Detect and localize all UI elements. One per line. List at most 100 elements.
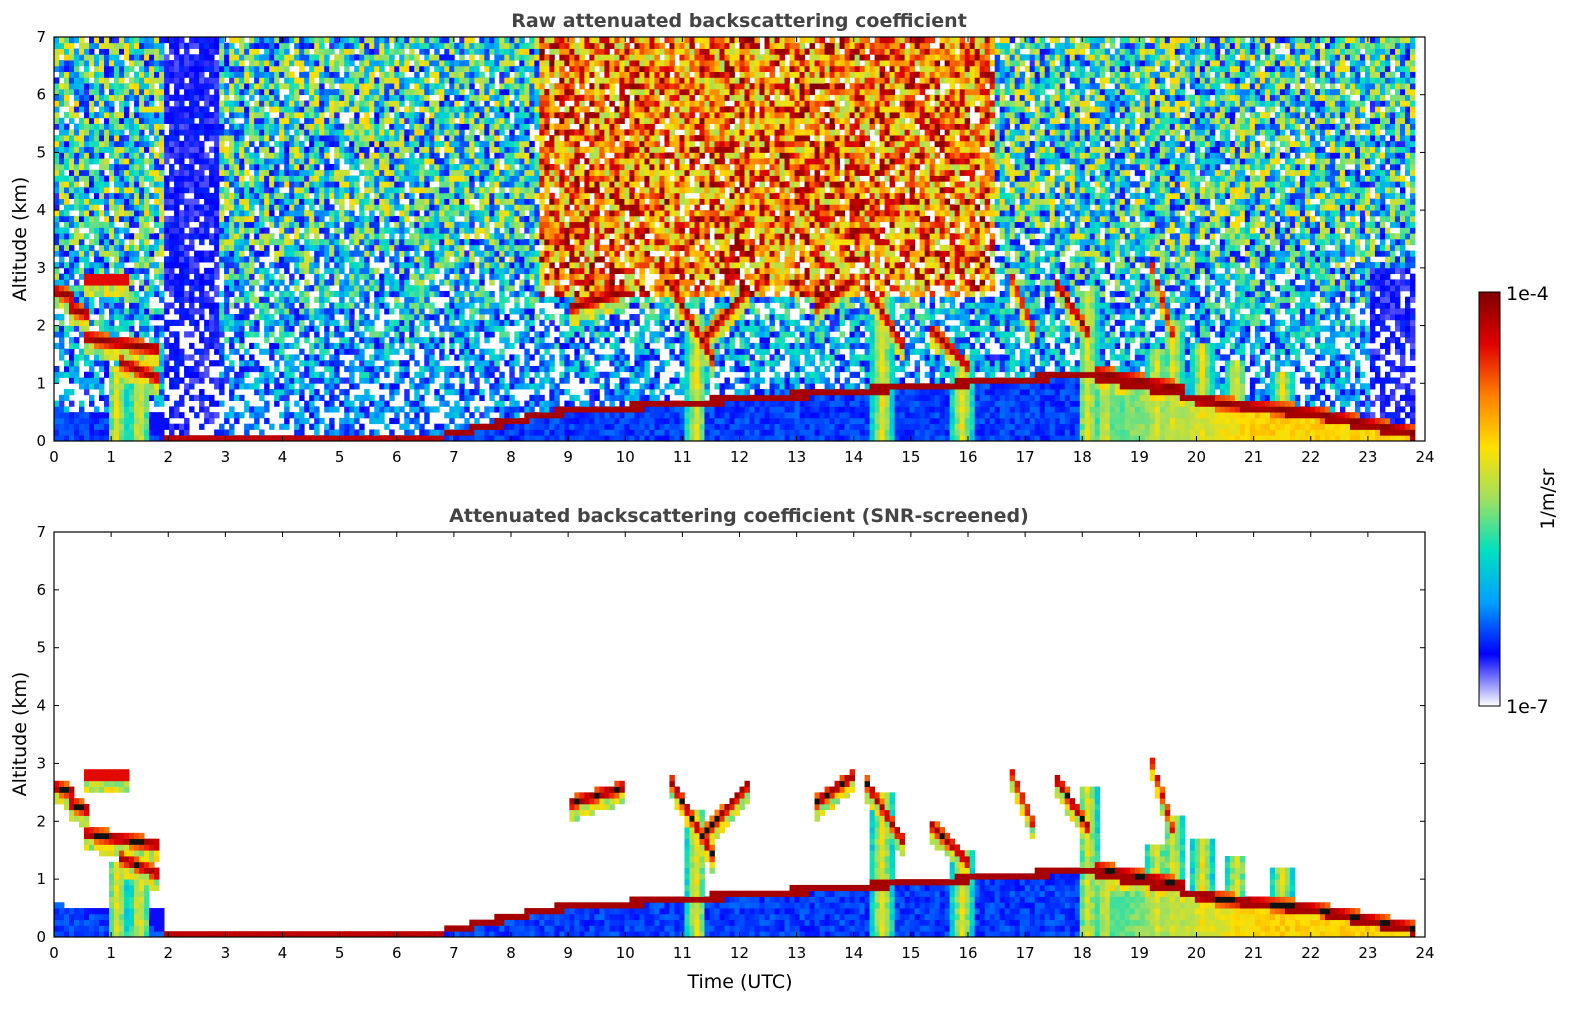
heatmap-cell xyxy=(54,377,60,384)
heatmap-cell xyxy=(179,42,185,49)
heatmap-cell xyxy=(329,169,335,176)
heatmap-cell xyxy=(309,100,315,107)
heatmap-cell xyxy=(424,412,430,419)
heatmap-cell xyxy=(394,290,400,298)
heatmap-cell xyxy=(184,256,190,263)
heatmap-cell xyxy=(259,221,265,228)
heatmap-cell xyxy=(309,60,315,67)
heatmap-cell xyxy=(174,158,180,165)
heatmap-cell xyxy=(129,314,135,321)
heatmap-cell xyxy=(169,169,175,176)
heatmap-cell xyxy=(144,285,150,292)
heatmap-cell xyxy=(124,371,130,378)
heatmap-cell xyxy=(394,412,400,419)
heatmap-cell xyxy=(269,290,275,298)
heatmap-cell xyxy=(474,377,480,384)
heatmap-cell xyxy=(159,192,165,199)
heatmap-cell xyxy=(334,394,340,401)
heatmap-cell xyxy=(69,267,75,275)
heatmap-cell xyxy=(419,377,425,384)
heatmap-cell xyxy=(474,325,480,332)
heatmap-cell xyxy=(234,319,240,326)
heatmap-cell xyxy=(199,117,205,124)
heatmap-cell xyxy=(134,360,140,367)
heatmap-cell xyxy=(269,175,275,182)
heatmap-cell xyxy=(114,360,120,367)
heatmap-cell xyxy=(404,227,410,234)
heatmap-cell xyxy=(384,435,390,441)
heatmap-cell xyxy=(124,169,130,176)
heatmap-cell xyxy=(199,158,205,165)
heatmap-cell xyxy=(214,377,220,384)
heatmap-cell xyxy=(224,302,230,309)
heatmap-cell xyxy=(169,37,175,44)
heatmap-cell xyxy=(359,360,365,367)
heatmap-cell xyxy=(114,88,120,96)
heatmap-cell xyxy=(219,342,225,350)
heatmap-cell xyxy=(379,273,385,280)
heatmap-cell xyxy=(474,360,480,367)
heatmap-cell xyxy=(134,77,140,84)
heatmap-cell xyxy=(89,394,95,401)
heatmap-cell xyxy=(349,290,355,298)
heatmap-cell xyxy=(414,123,420,130)
heatmap-cell xyxy=(464,239,470,246)
heatmap-cell xyxy=(89,342,95,350)
heatmap-cell xyxy=(59,94,65,101)
heatmap-cell xyxy=(159,60,165,67)
heatmap-cell xyxy=(309,394,315,401)
heatmap-cell xyxy=(289,100,295,107)
heatmap-cell xyxy=(364,302,370,309)
heatmap-cell xyxy=(154,354,160,361)
heatmap-cell xyxy=(59,348,65,355)
heatmap-cell xyxy=(199,140,205,148)
heatmap-cell xyxy=(204,175,210,182)
heatmap-cell xyxy=(184,94,190,101)
heatmap-cell xyxy=(249,210,255,217)
heatmap-cell xyxy=(319,129,325,136)
heatmap-cell xyxy=(449,296,455,303)
heatmap-cell xyxy=(344,210,350,217)
heatmap-cell xyxy=(334,365,340,373)
heatmap-cell xyxy=(299,331,305,338)
heatmap-cell xyxy=(479,140,485,148)
heatmap-cell xyxy=(359,94,365,101)
heatmap-cell xyxy=(239,244,245,251)
heatmap-cell xyxy=(249,123,255,130)
heatmap-cell xyxy=(214,187,220,194)
heatmap-cell xyxy=(99,112,105,119)
heatmap-cell xyxy=(284,192,290,199)
heatmap-cell xyxy=(84,210,90,217)
heatmap-cell xyxy=(199,279,205,286)
heatmap-cell xyxy=(309,123,315,130)
heatmap-cell xyxy=(424,267,430,275)
heatmap-cell xyxy=(449,331,455,338)
heatmap-cell xyxy=(419,239,425,246)
heatmap-cell xyxy=(479,60,485,67)
heatmap-cell xyxy=(369,342,375,350)
heatmap-cell xyxy=(319,77,325,84)
heatmap-cell xyxy=(464,273,470,280)
heatmap-cell xyxy=(344,100,350,107)
heatmap-cell xyxy=(279,389,285,396)
heatmap-cell xyxy=(259,169,265,176)
heatmap-cell xyxy=(419,175,425,182)
heatmap-cell xyxy=(174,285,180,292)
heatmap-cell xyxy=(314,83,320,90)
heatmap-cell xyxy=(484,112,490,119)
heatmap-cell xyxy=(149,100,155,107)
heatmap-cell xyxy=(454,331,460,338)
heatmap-cell xyxy=(219,331,225,338)
heatmap-cell xyxy=(389,417,395,425)
heatmap-cell xyxy=(59,244,65,251)
heatmap-cell xyxy=(279,250,285,257)
heatmap-cell xyxy=(209,117,215,124)
heatmap-cell xyxy=(329,112,335,119)
heatmap-cell xyxy=(364,135,370,142)
heatmap-cell xyxy=(69,354,75,361)
heatmap-cell xyxy=(409,129,415,136)
heatmap-cell xyxy=(54,65,60,73)
heatmap-cell xyxy=(174,192,180,199)
heatmap-cell xyxy=(104,267,110,275)
heatmap-cell xyxy=(74,163,80,171)
